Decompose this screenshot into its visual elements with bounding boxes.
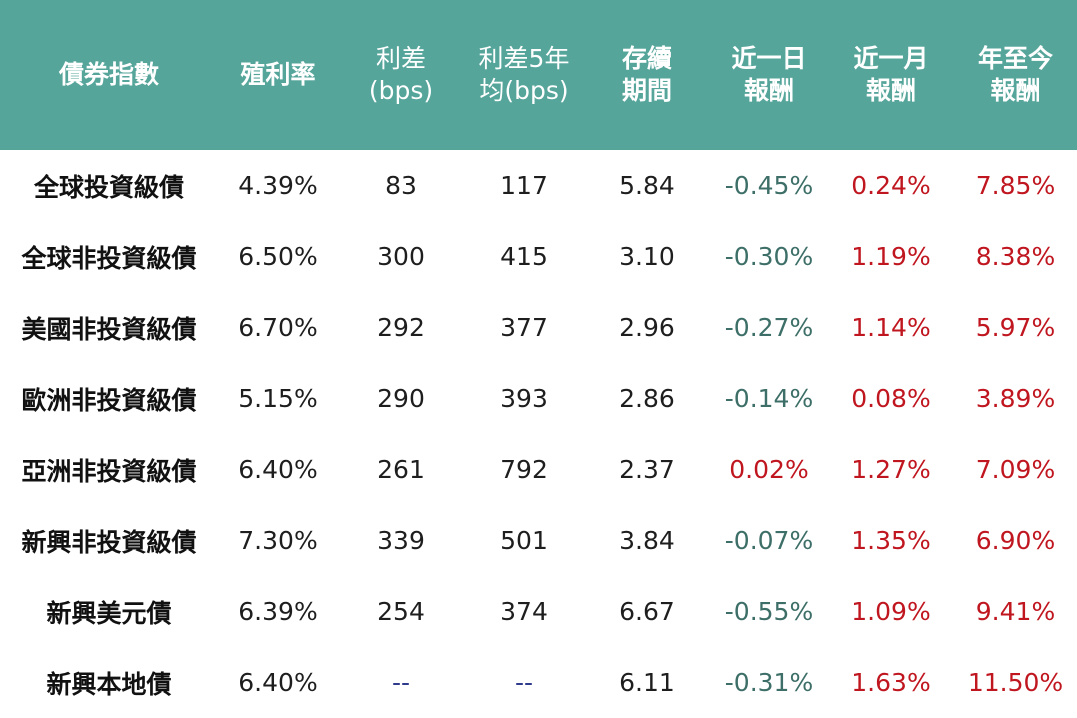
- cell-spread-avg: 117: [500, 171, 548, 200]
- cell-name: 亞洲非投資級債: [21, 456, 197, 486]
- cell-spread: 261: [377, 455, 425, 484]
- cell-return-1m: 0.24%: [851, 171, 931, 200]
- cell-yield: 6.40%: [238, 455, 318, 484]
- cell-name: 全球非投資級債: [21, 243, 197, 273]
- table-row: 新興非投資級債 7.30% 339 501 3.84 -0.07% 1.35% 6.90%: [0, 505, 1077, 576]
- cell-return-ytd: 3.89%: [975, 384, 1056, 413]
- cell-spread: 254: [377, 597, 425, 626]
- cell-duration: 3.10: [619, 242, 675, 271]
- cell-spread-avg: 374: [500, 597, 548, 626]
- cell-return-ytd: 7.85%: [975, 171, 1056, 200]
- cell-return-1d: -0.45%: [724, 171, 814, 200]
- cell-spread-avg: 393: [500, 384, 548, 413]
- cell-spread: 300: [377, 242, 425, 271]
- table-row: 全球投資級債 4.39% 83 117 5.84 -0.45% 0.24% 7.85%: [0, 150, 1077, 221]
- cell-return-1m: 1.27%: [851, 455, 931, 484]
- cell-return-ytd: 7.09%: [975, 455, 1056, 484]
- table-header: 債券指數 殖利率 利差 (bps) 利差5年 均(bps) 存續 期間 近一日 …: [0, 0, 1077, 150]
- cell-return-ytd: 6.90%: [975, 526, 1056, 555]
- table-row: 全球非投資級債 6.50% 300 415 3.10 -0.30% 1.19% 8.38%: [0, 221, 1077, 292]
- cell-yield: 5.15%: [238, 384, 318, 413]
- cell-name: 全球投資級債: [33, 172, 184, 202]
- header-spread: 利差 (bps): [368, 44, 434, 105]
- cell-return-1d: -0.27%: [724, 313, 814, 342]
- header-return-1m: 近一月 報酬: [853, 44, 929, 105]
- cell-return-1m: 0.08%: [851, 384, 931, 413]
- cell-yield: 4.39%: [238, 171, 318, 200]
- cell-spread: --: [391, 668, 411, 697]
- cell-return-1d: 0.02%: [729, 455, 809, 484]
- cell-return-ytd: 8.38%: [975, 242, 1056, 271]
- cell-name: 新興非投資級債: [21, 527, 197, 557]
- cell-spread-avg: 377: [500, 313, 548, 342]
- cell-duration: 5.84: [619, 171, 675, 200]
- table-row: 歐洲非投資級債 5.15% 290 393 2.86 -0.14% 0.08% 3.89%: [0, 363, 1077, 434]
- cell-duration: 2.37: [619, 455, 675, 484]
- table-row: 亞洲非投資級債 6.40% 261 792 2.37 0.02% 1.27% 7.09%: [0, 434, 1077, 505]
- cell-return-ytd: 5.97%: [975, 313, 1056, 342]
- cell-duration: 3.84: [619, 526, 675, 555]
- header-spread-avg: 利差5年 均(bps): [478, 44, 570, 105]
- cell-return-1d: -0.07%: [724, 526, 814, 555]
- header-return-1d: 近一日 報酬: [731, 44, 807, 105]
- cell-duration: 2.96: [619, 313, 675, 342]
- cell-return-ytd: 9.41%: [975, 597, 1056, 626]
- cell-duration: 6.11: [619, 668, 675, 697]
- cell-return-1m: 1.63%: [851, 668, 931, 697]
- table-row: 新興本地債 6.40% -- -- 6.11 -0.31% 1.63% 11.50%: [0, 647, 1077, 718]
- cell-return-1d: -0.30%: [724, 242, 814, 271]
- cell-spread: 292: [377, 313, 425, 342]
- cell-return-1d: -0.55%: [724, 597, 814, 626]
- cell-spread-avg: 501: [500, 526, 548, 555]
- cell-duration: 2.86: [619, 384, 675, 413]
- header-yield: 殖利率: [240, 60, 316, 89]
- cell-name: 美國非投資級債: [21, 314, 197, 344]
- cell-name: 歐洲非投資級債: [21, 385, 197, 415]
- header-return-ytd: 年至今 報酬: [977, 44, 1053, 105]
- cell-spread: 290: [377, 384, 425, 413]
- header-duration: 存續 期間: [621, 44, 672, 105]
- cell-return-1m: 1.14%: [851, 313, 931, 342]
- cell-name: 新興本地債: [46, 669, 172, 699]
- header-name: 債券指數: [58, 60, 159, 89]
- cell-return-ytd: 11.50%: [967, 668, 1064, 697]
- cell-yield: 6.50%: [238, 242, 318, 271]
- cell-yield: 7.30%: [238, 526, 318, 555]
- cell-return-1d: -0.31%: [724, 668, 814, 697]
- cell-yield: 6.39%: [238, 597, 318, 626]
- cell-name: 新興美元債: [46, 598, 172, 628]
- cell-spread-avg: 415: [500, 242, 548, 271]
- cell-spread-avg: 792: [500, 455, 548, 484]
- cell-return-1m: 1.09%: [851, 597, 931, 626]
- cell-spread: 339: [377, 526, 425, 555]
- table-row: 美國非投資級債 6.70% 292 377 2.96 -0.27% 1.14% 5.97%: [0, 292, 1077, 363]
- cell-duration: 6.67: [619, 597, 675, 626]
- cell-spread: 83: [385, 171, 417, 200]
- cell-return-1d: -0.14%: [724, 384, 814, 413]
- cell-return-1m: 1.19%: [851, 242, 931, 271]
- cell-yield: 6.70%: [238, 313, 318, 342]
- table-row: 新興美元債 6.39% 254 374 6.67 -0.55% 1.09% 9.41%: [0, 576, 1077, 647]
- cell-yield: 6.40%: [238, 668, 318, 697]
- cell-spread-avg: --: [514, 668, 534, 697]
- cell-return-1m: 1.35%: [851, 526, 931, 555]
